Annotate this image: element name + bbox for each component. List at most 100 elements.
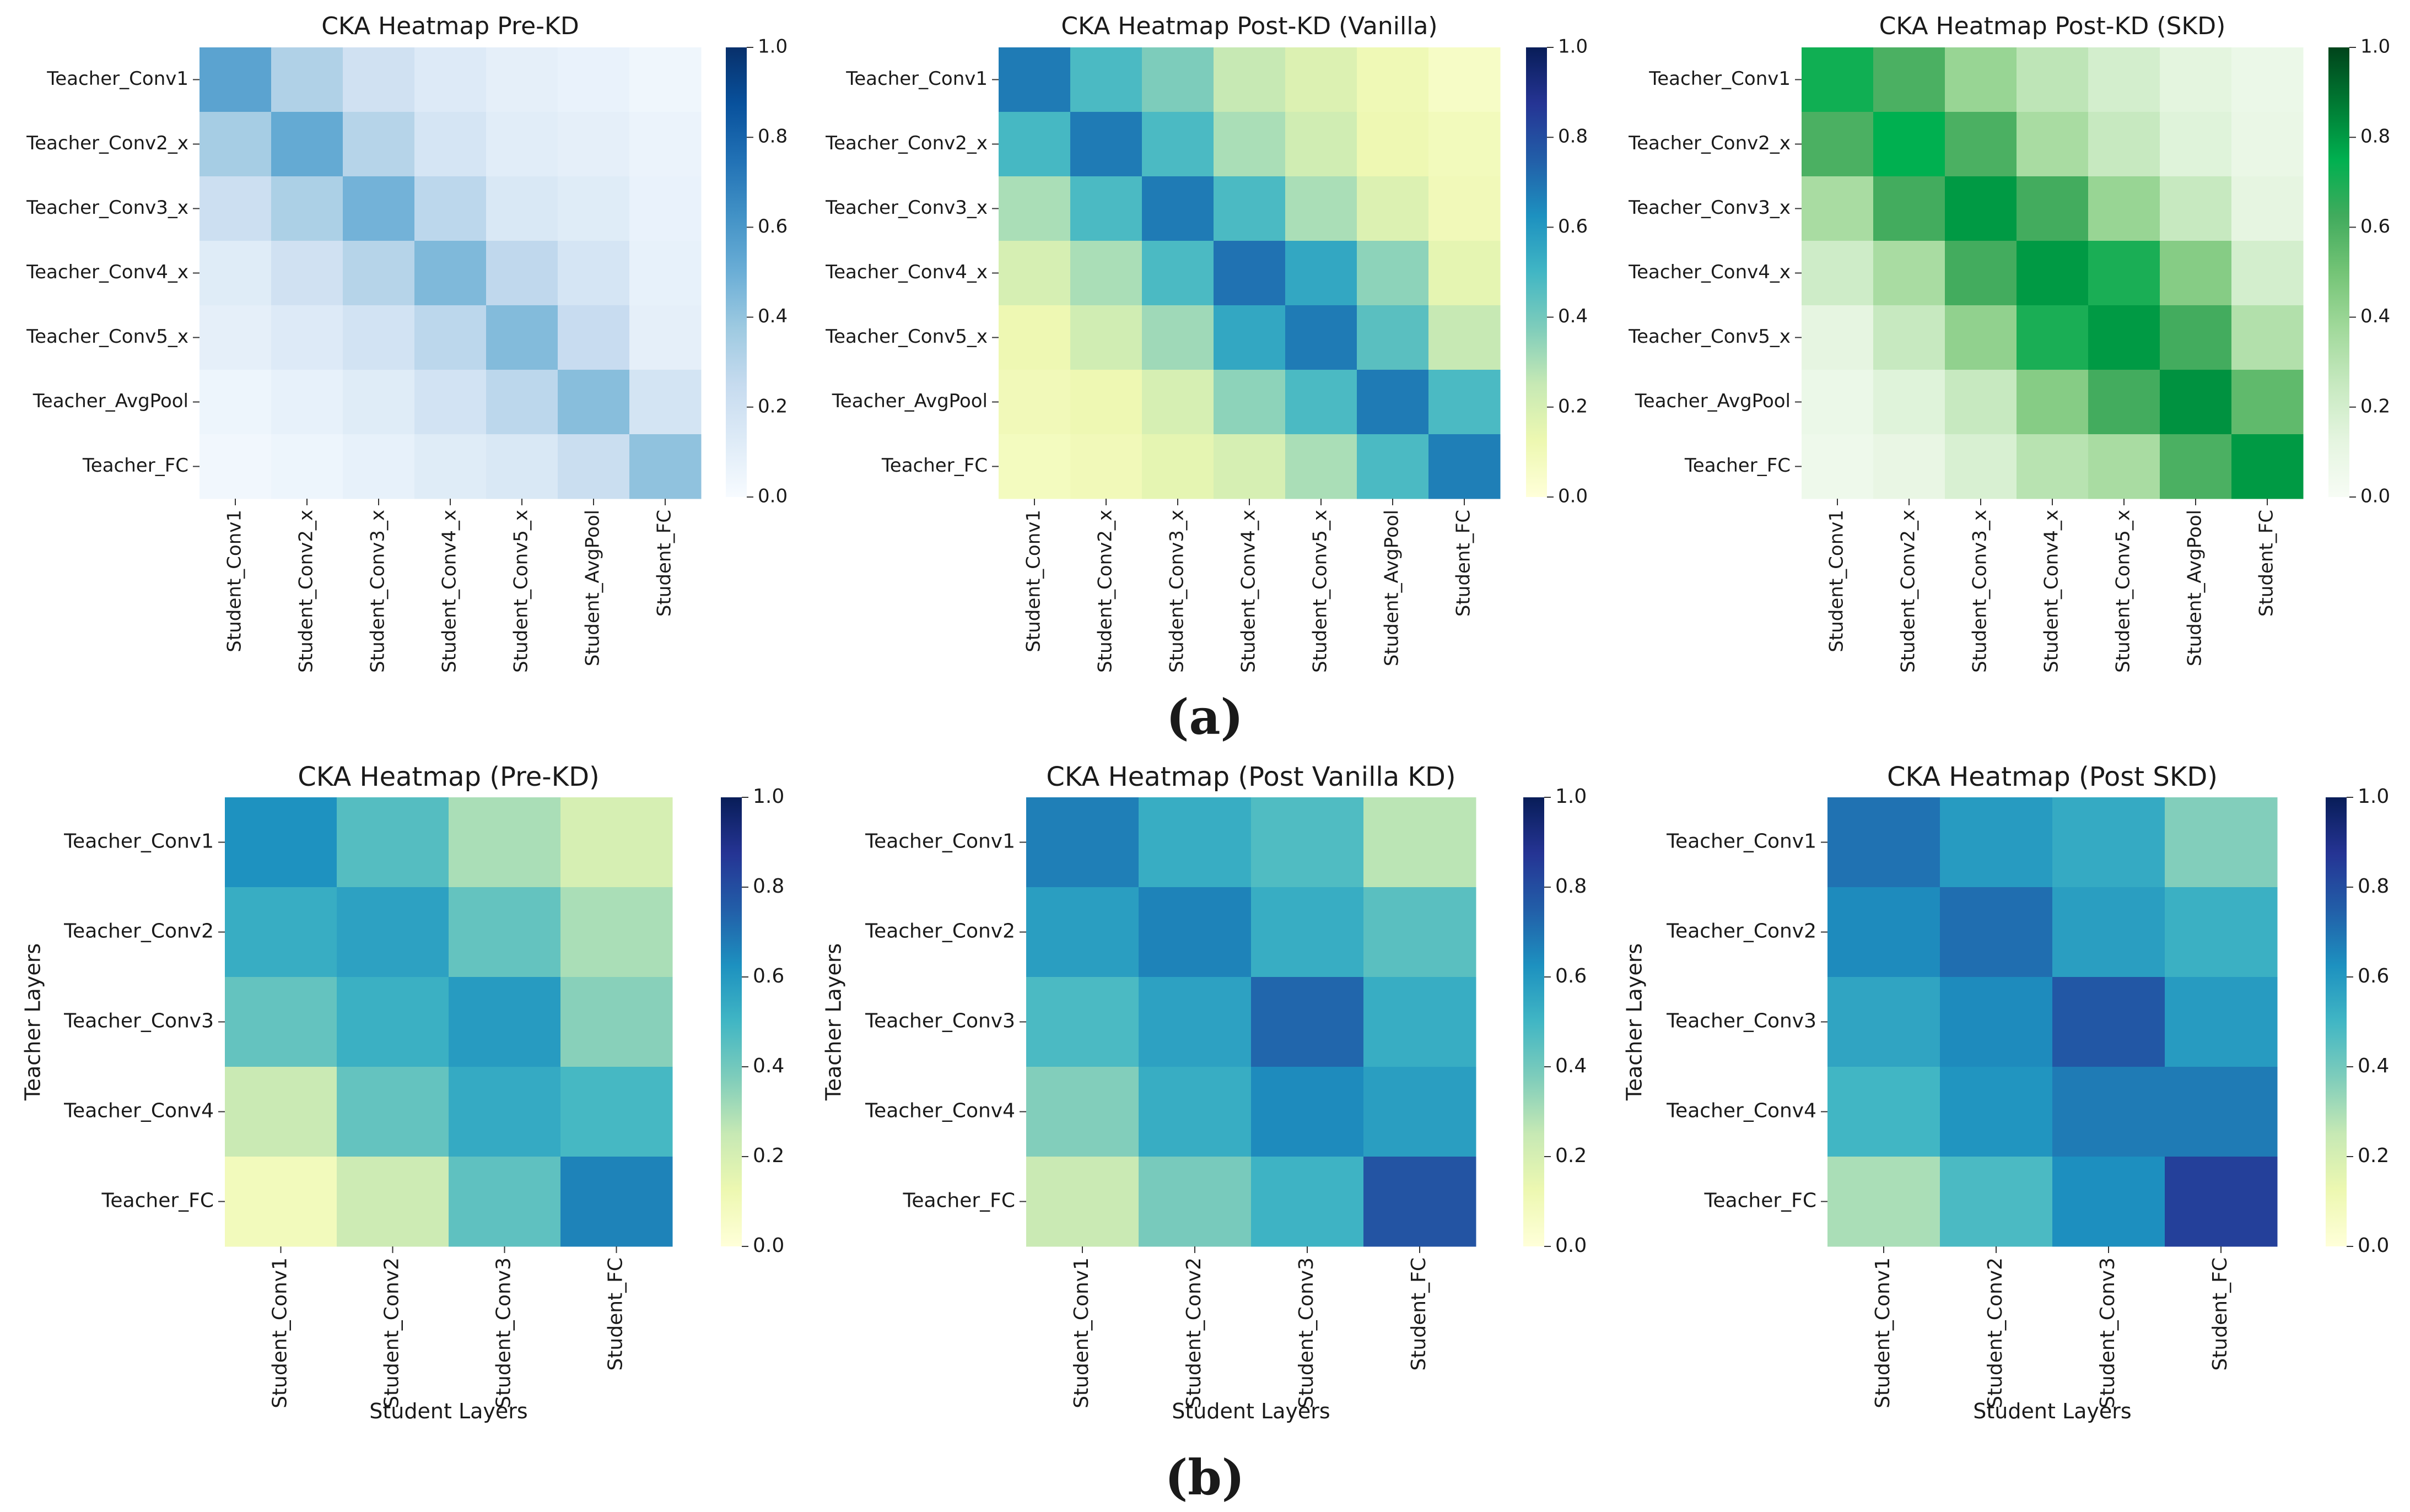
heatmap-cell [2017,370,2089,435]
heatmap-cell [337,1157,449,1247]
heatmap-cell [2231,176,2304,241]
heatmap-cell [225,977,337,1067]
heatmap-cell [1070,112,1142,177]
heatmap-cell [2088,305,2160,370]
heatmap-cell [1357,305,1429,370]
heatmap-cell [343,47,415,112]
colorbar [2328,47,2349,497]
heatmap-cell [1827,887,1940,978]
heatmap-cell [2231,47,2304,112]
heatmap-cell [1827,1067,1940,1157]
row-tick-label: Teacher_Conv3 [865,1010,1015,1033]
heatmap-cell [1940,1067,2053,1157]
heatmap-cell [1357,176,1429,241]
heatmap-cell [558,112,630,177]
heatmap-cell [2160,47,2232,112]
heatmap-cell [414,176,487,241]
heatmap-cell [1945,370,2017,435]
heatmap-cell [2231,434,2304,499]
heatmap-cell [1363,887,1476,978]
row-tick-label: Teacher_AvgPool [33,390,188,412]
heatmap-cell [2160,370,2232,435]
heatmap-cell [271,112,343,177]
col-tick-label: Student_Conv2 [381,1257,403,1408]
heatmap-cell [271,305,343,370]
heatmap-cell [1802,241,1874,306]
heatmap-cell [999,47,1071,112]
heatmap-cell [1827,977,1940,1067]
chart-title: CKA Heatmap (Pre-KD) [298,762,600,792]
heatmap-cell [2088,112,2160,177]
row-tick-label: Teacher_Conv5_x [1628,326,1791,348]
col-tick-label: Student_FC [1453,510,1475,617]
heatmap-cell [225,887,337,978]
heatmap-cell [343,176,415,241]
heatmap-cell [1251,797,1364,888]
col-tick-label: Student_Conv5_x [510,510,532,673]
heatmap-cell [1357,47,1429,112]
heatmap-cell [2017,176,2089,241]
heatmap-cell [1363,797,1476,888]
heatmap-cell [1285,241,1357,306]
heatmap-cell [1363,1157,1476,1247]
heatmap-cell [2231,112,2304,177]
heatmap-cell [414,370,487,435]
col-tick-label: Student_Conv1 [1023,510,1045,652]
heatmap-cell [1802,176,1874,241]
heatmap-cell [1357,370,1429,435]
heatmap-cell [1873,305,1945,370]
colorbar [726,47,747,497]
heatmap-cell [1251,977,1364,1067]
heatmap-cell [2165,1067,2278,1157]
heatmap-cell [337,1067,449,1157]
heatmap-cell [449,1157,561,1247]
heatmap-cell [1428,176,1501,241]
col-tick-label: Student_FC [1408,1257,1430,1371]
col-tick-label: Student_Conv3_x [1166,510,1188,673]
heatmap-cell [200,112,272,177]
col-tick-label: Student_Conv2 [1183,1257,1205,1408]
heatmap-cell [1139,1067,1252,1157]
heatmap-cell [1873,112,1945,177]
heatmap-panel-2: CKA Heatmap Post-KD (Vanilla) Teacher_Con… [825,12,1588,673]
heatmap-cell [1827,797,1940,888]
row-tick-label: Teacher_Conv4_x [1628,261,1791,283]
charts-layer: CKA Heatmap Pre-KD Teacher_Conv1 Teacher_C… [21,12,2391,1423]
row-tick-label: Teacher_Conv2_x [825,132,988,154]
heatmap-cell [486,370,558,435]
row-tick-label: Teacher_Conv5_x [825,326,988,348]
heatmap-cell [1802,47,1874,112]
heatmap-cell [1873,434,1945,499]
heatmap-cell [2231,370,2304,435]
heatmap-panel-6: CKA Heatmap (Post SKD) Teacher_Conv1 Teach… [1622,762,2390,1423]
heatmap-cell [560,1067,673,1157]
colorbar-tick-label: 0.8 [2358,875,2389,898]
heatmap-cell [1285,176,1357,241]
heatmap-cell [1945,241,2017,306]
heatmap-cell [2017,434,2089,499]
heatmap-cell [1214,305,1286,370]
row-tick-label: Teacher_Conv1 [865,830,1015,853]
row-tick-label: Teacher_Conv1 [1666,830,1816,853]
row-tick-label: Teacher_AvgPool [832,390,988,412]
row-tick-label: Teacher_Conv2_x [1628,132,1791,154]
heatmap-cell [560,1157,673,1247]
heatmap-cell [1428,434,1501,499]
heatmap-cell [629,47,702,112]
colorbar-tick-label: 0.0 [753,1234,784,1257]
heatmap-cell [337,977,449,1067]
x-axis-label: Student Layers [369,1399,527,1423]
heatmap-cell [486,305,558,370]
heatmap-cell [1363,977,1476,1067]
heatmap-cell [343,370,415,435]
heatmap-cell [1070,241,1142,306]
heatmap-cell [1142,47,1214,112]
row-tick-label: Teacher_FC [101,1190,214,1212]
heatmap-cell [1428,112,1501,177]
col-tick-label: Student_Conv3_x [367,510,389,673]
heatmap-cell [414,305,487,370]
colorbar-tick-label: 0.4 [2358,1055,2389,1077]
heatmap-cell [486,112,558,177]
colorbar-tick-label: 0.4 [753,1055,784,1077]
